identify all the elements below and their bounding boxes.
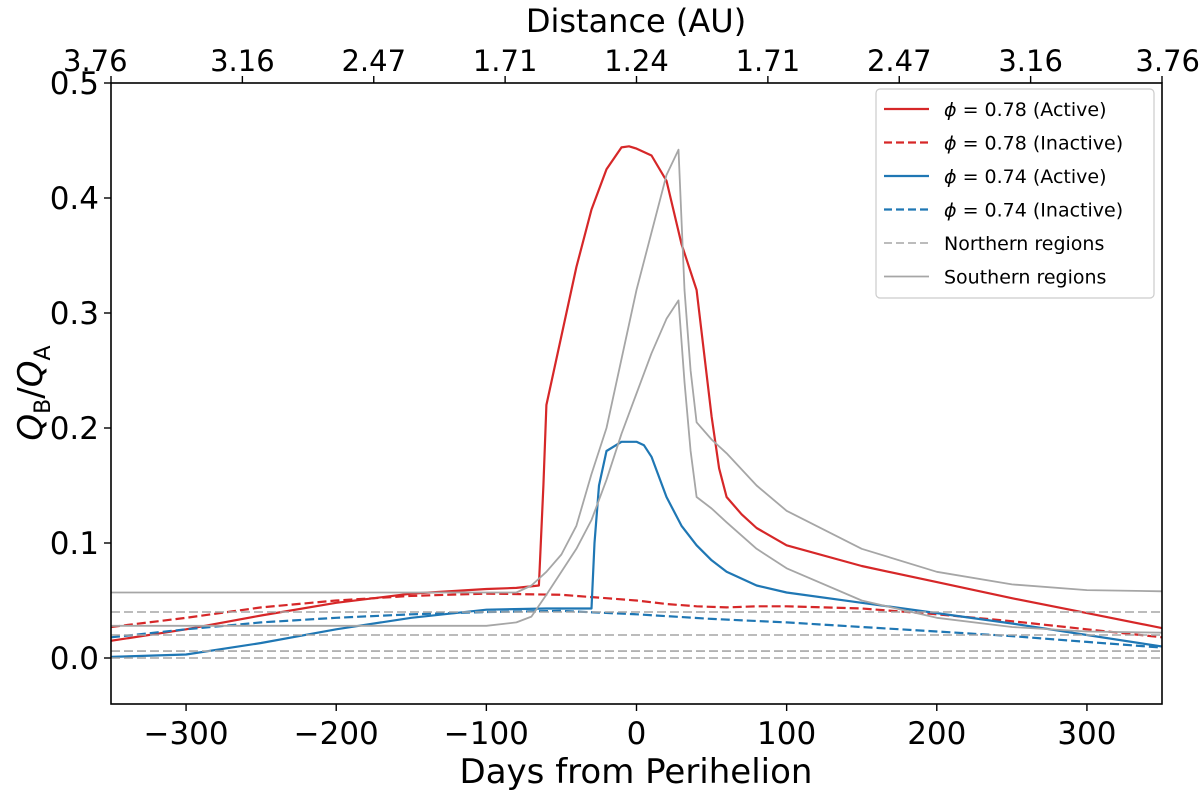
y-tick-label: 0.3 [50,296,99,332]
legend-label-5: Southern regions [944,267,1106,289]
legend-phi-symbol: ϕ [944,99,957,121]
legend-label-0: ϕ = 0.78 (Active) [944,99,1107,121]
y-label-q-a: Q [11,360,51,387]
top-tick-label: 3.16 [998,44,1063,78]
series-line-1 [111,592,1162,639]
legend-phi-symbol: ϕ [944,166,957,188]
y-label-sub-a: A [31,345,56,360]
legend-phi-symbol: ϕ [944,133,957,155]
y-axis-label: QB/QA [11,345,56,440]
x-tick-label: −300 [143,716,228,752]
top-tick-label: 1.24 [604,44,669,78]
legend-box [875,88,1155,299]
x-tick-label: −100 [444,716,529,752]
top-tick-label: 2.47 [341,44,406,78]
legend-label-2: ϕ = 0.74 (Active) [944,166,1107,188]
top-axis-label: Distance (AU) [526,2,746,40]
legend-label-4: Northern regions [944,233,1104,255]
legend-text: = 0.74 (Active) [957,166,1107,188]
y-tick-label: 0.5 [50,66,99,102]
axes: −300 −200 −100 0 100 200 300 0.0 0.1 0.2 0.3 0.4 0.5… [50,44,1200,752]
top-tick-label: 2.47 [867,44,932,78]
legend: ϕ = 0.78 (Active)ϕ = 0.78 (Inactive)ϕ = … [875,88,1155,299]
top-tick-label: 1.71 [736,44,801,78]
top-tick-label: 3.76 [63,44,128,78]
x-tick-label: 300 [1057,716,1116,752]
y-label-q-b: Q [11,414,51,441]
southern-region-curve-0 [111,148,1162,594]
y-label-sep: / [11,387,51,399]
x-tick-label: 0 [627,716,647,752]
y-tick-label: 0.1 [50,526,99,562]
top-tick-label: 3.76 [1135,44,1200,78]
plot-area [111,145,1162,659]
legend-text: = 0.78 (Inactive) [957,133,1124,155]
top-tick-label: 1.71 [473,44,538,78]
x-tick-label: 200 [907,716,966,752]
legend-text: = 0.74 (Inactive) [957,200,1124,222]
x-tick-label: 100 [757,716,816,752]
y-label-sub-b: B [31,399,56,414]
y-tick-label: 0.4 [50,181,99,217]
y-tick-label: 0.2 [50,411,99,447]
x-tick-label: −200 [294,716,379,752]
series-line-0 [111,145,1162,642]
legend-text: Southern regions [944,267,1106,289]
series-line-2 [111,440,1162,658]
southern-region-curve-1 [111,299,1162,634]
y-tick-label: 0.0 [50,641,99,677]
legend-text: = 0.78 (Active) [957,99,1107,121]
top-tick-label: 3.16 [210,44,275,78]
legend-text: Northern regions [944,233,1104,255]
legend-label-1: ϕ = 0.78 (Inactive) [944,133,1123,155]
x-axis-label: Days from Perihelion [460,752,813,792]
legend-phi-symbol: ϕ [944,200,957,222]
legend-label-3: ϕ = 0.74 (Inactive) [944,200,1123,222]
